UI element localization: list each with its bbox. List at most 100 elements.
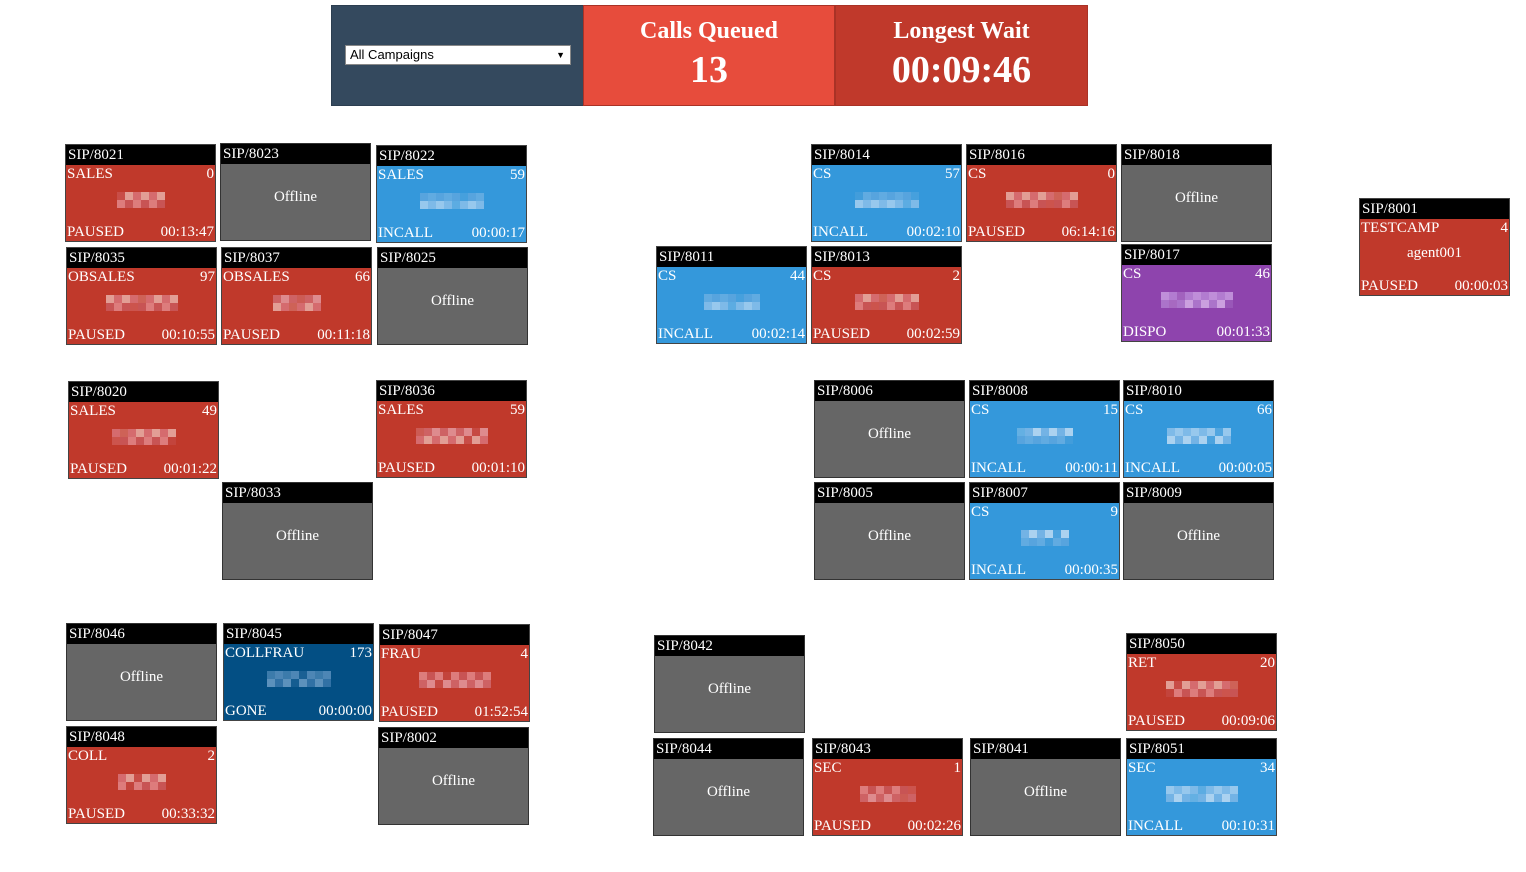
agent-extension: SIP/8045 [224,624,373,644]
agent-status-label: INCALL [813,224,868,240]
agent-call-count: 2 [952,268,961,284]
agent-campaign: RET [1128,655,1157,671]
agent-tile[interactable]: SIP/8014 CS 57 INCALL 00:02:10 [811,144,962,242]
agent-tile[interactable]: SIP/8020 SALES 49 PAUSED 00:01:22 [68,381,219,479]
agent-tile[interactable]: SIP/8017 CS 46 DISPO 00:01:33 [1121,244,1272,342]
obscured-agent-name [854,294,919,310]
agent-status-body: SEC 1 PAUSED 00:02:26 [813,759,962,835]
agent-status-label: PAUSED [968,224,1025,240]
agent-status-label: INCALL [658,326,713,342]
agent-call-count: 15 [1103,402,1118,418]
agent-extension: SIP/8021 [66,145,215,165]
agent-extension: SIP/8002 [379,728,528,748]
agent-extension: SIP/8036 [377,381,526,401]
obscured-agent-name [272,295,321,311]
agent-tile[interactable]: SIP/8035 OBSALES 97 PAUSED 00:10:55 [66,247,217,345]
agent-call-count: 173 [349,645,373,661]
agent-status-label: DISPO [1123,324,1167,340]
campaign-filter-panel: All Campaigns ▼ [331,5,584,106]
agent-offline-label: Offline [273,189,318,205]
agent-status-body: OBSALES 66 PAUSED 00:11:18 [222,268,371,344]
agent-tile[interactable]: SIP/8001 TESTCAMP 4 PAUSED 00:00:03 agent001 [1359,198,1510,296]
agent-status-time: 00:00:05 [1218,460,1272,476]
agent-extension: SIP/8022 [377,146,526,166]
obscured-agent-name [703,294,760,310]
agent-tile[interactable]: SIP/8036 SALES 59 PAUSED 00:01:10 [376,380,527,478]
agent-tile[interactable]: SIP/8033 Offline [222,482,373,580]
agent-status-label: PAUSED [68,327,125,343]
agent-campaign: CS [1125,402,1144,418]
agent-status-body: CS 57 INCALL 00:02:10 [812,165,961,241]
agent-tile[interactable]: SIP/8050 RET 20 PAUSED 00:09:06 [1126,633,1277,731]
agent-status-time: 00:10:55 [161,327,215,343]
agent-offline-label: Offline [1174,190,1219,206]
agent-call-count: 4 [1500,220,1509,236]
longest-wait-label: Longest Wait [893,18,1030,44]
agent-call-count: 34 [1260,760,1275,776]
agent-campaign: OBSALES [68,269,135,285]
agent-status-body: Offline [815,401,964,477]
agent-campaign: SEC [814,760,842,776]
agent-extension: SIP/8013 [812,247,961,267]
agent-status-label: PAUSED [67,224,124,240]
agent-offline-label: Offline [430,293,475,309]
agent-tile[interactable]: SIP/8023 Offline [220,143,371,241]
agent-extension: SIP/8001 [1360,199,1509,219]
agent-tile[interactable]: SIP/8018 Offline [1121,144,1272,242]
agent-tile[interactable]: SIP/8009 Offline [1123,482,1274,580]
agent-tile[interactable]: SIP/8047 FRAU 4 PAUSED 01:52:54 [379,624,530,722]
agent-status-body: CS 2 PAUSED 00:02:59 [812,267,961,343]
agent-campaign: SALES [70,403,116,419]
obscured-agent-name [116,192,165,208]
agent-status-label: INCALL [378,225,433,241]
agent-offline-label: Offline [707,681,752,697]
agent-status-body: Offline [67,644,216,720]
agent-call-count: 44 [790,268,805,284]
agent-campaign: CS [1123,266,1142,282]
agent-tile[interactable]: SIP/8022 SALES 59 INCALL 00:00:17 [376,145,527,243]
agent-status-body: Offline [379,748,528,824]
agent-campaign: FRAU [381,646,422,662]
agent-tile[interactable]: SIP/8016 CS 0 PAUSED 06:14:16 [966,144,1117,242]
agent-tile[interactable]: SIP/8008 CS 15 INCALL 00:00:11 [969,380,1120,478]
obscured-agent-name [266,671,331,687]
agent-status-body: CS 44 INCALL 00:02:14 [657,267,806,343]
agent-call-count: 66 [355,269,370,285]
agent-tile[interactable]: SIP/8044 Offline [653,738,804,836]
agent-campaign: COLL [68,748,108,764]
agent-tile[interactable]: SIP/8051 SEC 34 INCALL 00:10:31 [1126,738,1277,836]
agent-campaign: CS [658,268,677,284]
agent-campaign: SALES [378,167,424,183]
agent-status-label: PAUSED [381,704,438,720]
agent-status-body: RET 20 PAUSED 00:09:06 [1127,654,1276,730]
agent-tile[interactable]: SIP/8041 Offline [970,738,1121,836]
agent-tile[interactable]: SIP/8025 Offline [377,247,528,345]
agent-tile[interactable]: SIP/8006 Offline [814,380,965,478]
agent-tile[interactable]: SIP/8005 Offline [814,482,965,580]
calls-queued-panel: Calls Queued 13 [583,5,835,106]
agent-tile[interactable]: SIP/8013 CS 2 PAUSED 00:02:59 [811,246,962,344]
agent-tile[interactable]: SIP/8011 CS 44 INCALL 00:02:14 [656,246,807,344]
agent-tile[interactable]: SIP/8037 OBSALES 66 PAUSED 00:11:18 [221,247,372,345]
agent-tile[interactable]: SIP/8007 CS 9 INCALL 00:00:35 [969,482,1120,580]
agent-tile[interactable]: SIP/8042 Offline [654,635,805,733]
agent-status-time: 00:13:47 [160,224,214,240]
agent-name: agent001 [1407,245,1462,261]
agent-tile[interactable]: SIP/8010 CS 66 INCALL 00:00:05 [1123,380,1274,478]
obscured-agent-name [418,672,491,688]
agent-tile[interactable]: SIP/8045 COLLFRAU 173 GONE 00:00:00 [223,623,374,721]
obscured-agent-name [1020,530,1069,546]
obscured-agent-name [111,429,176,445]
agent-tile[interactable]: SIP/8043 SEC 1 PAUSED 00:02:26 [812,738,963,836]
agent-status-time: 01:52:54 [474,704,528,720]
agent-tile[interactable]: SIP/8048 COLL 2 PAUSED 00:33:32 [66,726,217,824]
agent-status-time: 00:00:00 [318,703,372,719]
campaign-select[interactable]: All Campaigns ▼ [345,45,571,65]
agent-status-body: CS 0 PAUSED 06:14:16 [967,165,1116,241]
agent-offline-label: Offline [867,426,912,442]
agent-status-body: Offline [815,503,964,579]
agent-tile[interactable]: SIP/8021 SALES 0 PAUSED 00:13:47 [65,144,216,242]
agent-status-label: INCALL [1128,818,1183,834]
agent-tile[interactable]: SIP/8046 Offline [66,623,217,721]
agent-tile[interactable]: SIP/8002 Offline [378,727,529,825]
